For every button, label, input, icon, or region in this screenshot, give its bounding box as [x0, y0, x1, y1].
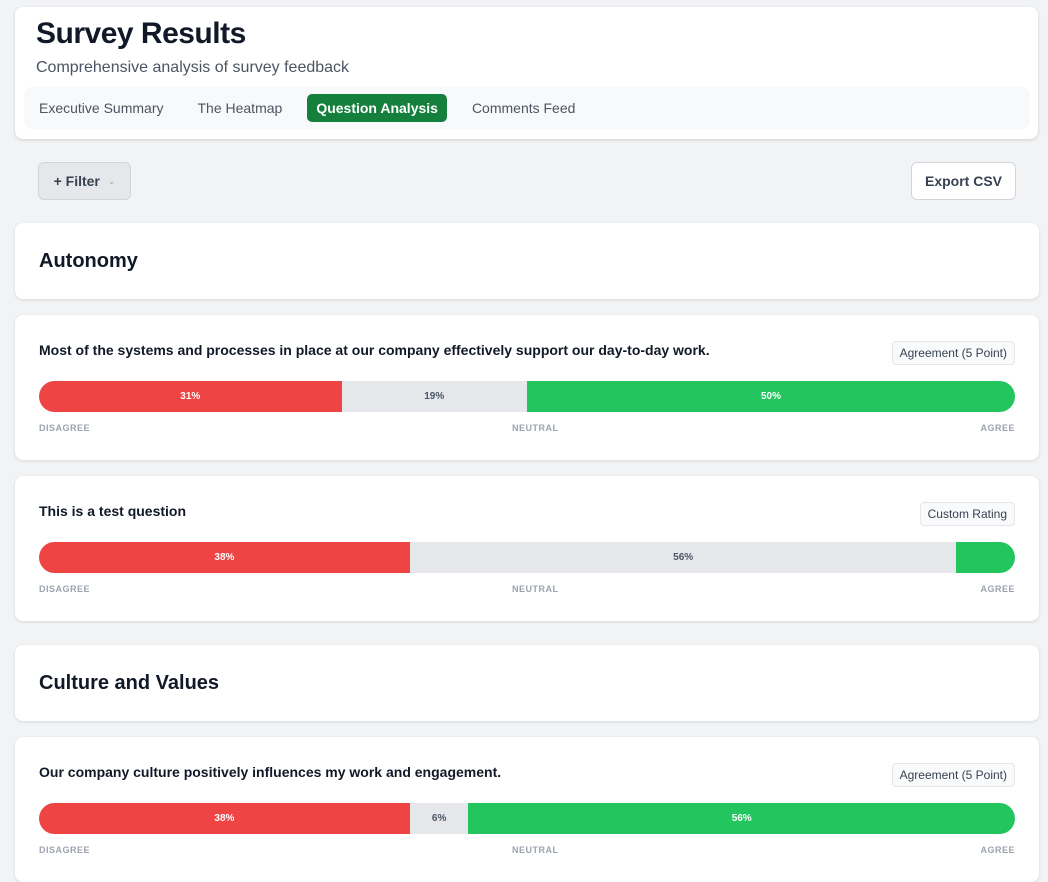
scale-agree-label: AGREE — [980, 584, 1015, 594]
agree-segment — [956, 542, 1015, 573]
section-header-autonomy: Autonomy — [15, 223, 1039, 299]
scale-labels: DISAGREE NEUTRAL AGREE — [39, 845, 1015, 855]
disagree-segment: 38% — [39, 542, 410, 573]
disagree-segment: 31% — [39, 381, 342, 412]
export-csv-button[interactable]: Export CSV — [911, 162, 1016, 200]
question-type-badge: Agreement (5 Point) — [891, 341, 1015, 365]
question-type-badge: Custom Rating — [919, 502, 1015, 526]
disagree-segment: 38% — [39, 803, 410, 834]
scale-disagree-label: DISAGREE — [39, 845, 91, 855]
tab-heatmap[interactable]: The Heatmap — [197, 100, 283, 116]
response-distribution-bar: 38% 6% 56% — [39, 803, 1015, 834]
scale-disagree-label: DISAGREE — [39, 584, 91, 594]
response-distribution-bar: 38% 56% — [39, 542, 1015, 573]
agree-segment: 56% — [468, 803, 1015, 834]
tab-bar: Executive Summary The Heatmap Question A… — [24, 87, 1030, 129]
page-header: Survey Results Comprehensive analysis of… — [15, 7, 1038, 139]
question-card: Most of the systems and processes in pla… — [15, 315, 1039, 460]
scale-agree-label: AGREE — [980, 423, 1015, 433]
tab-comments-feed[interactable]: Comments Feed — [471, 100, 576, 116]
scale-neutral-label: NEUTRAL — [512, 423, 559, 433]
filter-button[interactable]: + Filter ⌄ — [38, 162, 131, 200]
section-header-culture-and-values: Culture and Values — [15, 645, 1039, 721]
neutral-segment: 56% — [409, 542, 957, 573]
question-card: Our company culture positively influence… — [15, 737, 1039, 882]
tab-question-analysis[interactable]: Question Analysis — [307, 94, 447, 122]
chevron-down-icon: ⌄ — [107, 175, 116, 186]
section-title: Culture and Values — [39, 672, 220, 694]
section-title: Autonomy — [39, 250, 138, 272]
filter-label: + Filter — [53, 173, 100, 189]
scale-labels: DISAGREE NEUTRAL AGREE — [39, 584, 1015, 594]
scale-disagree-label: DISAGREE — [39, 423, 91, 433]
page-title: Survey Results — [36, 17, 246, 50]
neutral-segment: 19% — [341, 381, 527, 412]
neutral-segment: 6% — [409, 803, 469, 834]
question-card: This is a test question Custom Rating 38… — [15, 476, 1039, 621]
scale-agree-label: AGREE — [980, 845, 1015, 855]
scale-neutral-label: NEUTRAL — [512, 584, 559, 594]
question-text: Our company culture positively influence… — [39, 764, 502, 780]
scale-labels: DISAGREE NEUTRAL AGREE — [39, 423, 1015, 433]
scale-neutral-label: NEUTRAL — [512, 845, 559, 855]
page-subtitle: Comprehensive analysis of survey feedbac… — [36, 59, 350, 76]
agree-segment: 50% — [526, 381, 1015, 412]
question-text: This is a test question — [39, 503, 187, 519]
tab-executive-summary[interactable]: Executive Summary — [39, 100, 164, 116]
question-type-badge: Agreement (5 Point) — [891, 763, 1015, 787]
question-text: Most of the systems and processes in pla… — [39, 342, 710, 358]
response-distribution-bar: 31% 19% 50% — [39, 381, 1015, 412]
